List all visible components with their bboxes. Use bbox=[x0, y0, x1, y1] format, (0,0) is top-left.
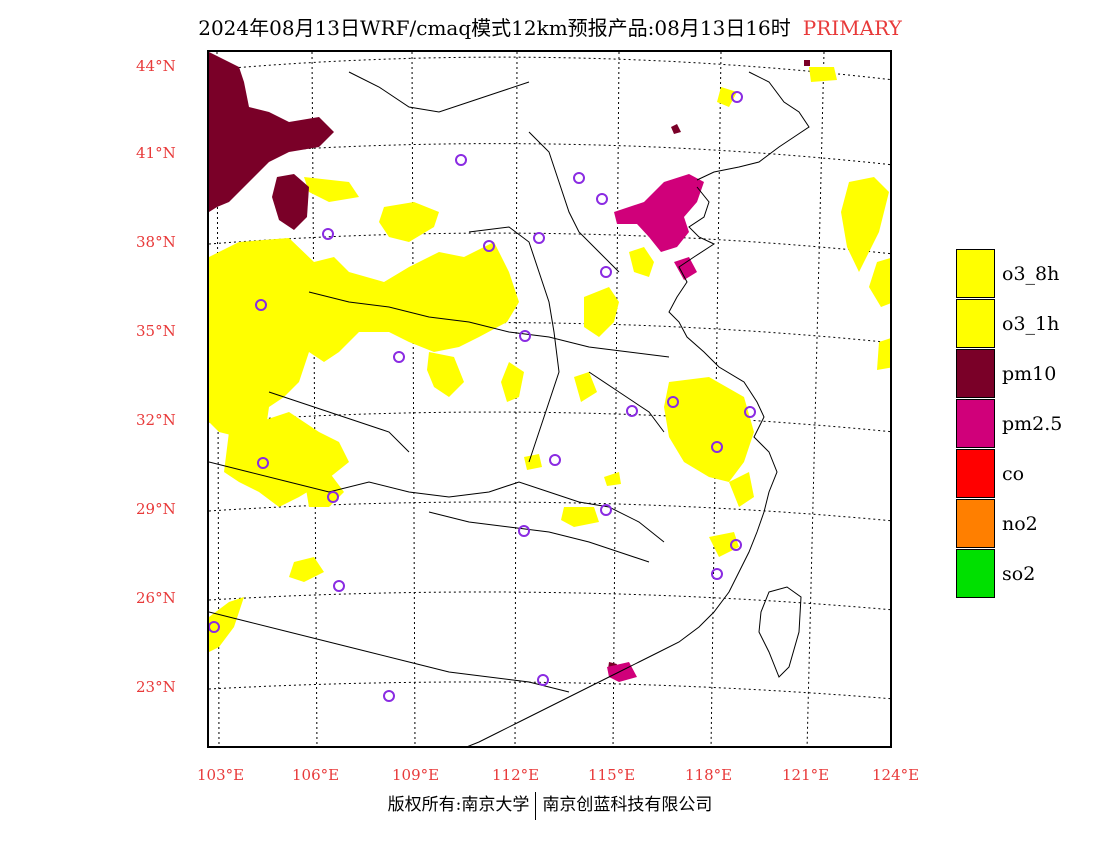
legend-label-pm25: pm2.5 bbox=[1002, 413, 1063, 435]
map-title: 2024年08月13日WRF/cmaq模式12km预报产品:08月13日16时 P… bbox=[0, 12, 1100, 41]
lat-label-26: 26°N bbox=[136, 589, 176, 607]
legend-label-so2: so2 bbox=[1002, 563, 1036, 585]
lat-label-23: 23°N bbox=[136, 678, 176, 696]
lon-label-124: 124°E bbox=[872, 766, 920, 784]
lat-label-32: 32°N bbox=[136, 411, 176, 429]
lon-label-106: 106°E bbox=[292, 766, 340, 784]
longitude-gridlines bbox=[216, 52, 825, 746]
lon-label-121: 121°E bbox=[782, 766, 830, 784]
legend-label-co: co bbox=[1002, 463, 1025, 485]
lat-label-29: 29°N bbox=[136, 500, 176, 518]
o3-regions bbox=[209, 67, 890, 652]
latitude-gridlines bbox=[209, 56, 890, 700]
legend-swatch-pm10 bbox=[956, 349, 995, 398]
boundary-lines bbox=[209, 71, 810, 746]
lat-label-38: 38°N bbox=[136, 233, 176, 251]
copyright-left: 版权所有:南京大学 bbox=[387, 795, 530, 815]
title-primary-tag: PRIMARY bbox=[802, 16, 902, 40]
station-markers bbox=[209, 91, 756, 702]
lat-label-41: 41°N bbox=[136, 144, 176, 162]
lon-label-109: 109°E bbox=[392, 766, 440, 784]
map-frame bbox=[207, 50, 892, 748]
lat-label-35: 35°N bbox=[136, 322, 176, 340]
legend-swatch-o3-1h bbox=[956, 299, 995, 348]
legend-swatch-co bbox=[956, 449, 995, 498]
legend-swatch-o3-8h bbox=[956, 249, 995, 298]
pm25-regions bbox=[607, 174, 704, 682]
lon-label-118: 118°E bbox=[685, 766, 733, 784]
lon-label-103: 103°E bbox=[197, 766, 245, 784]
copyright: 版权所有:南京大学 南京创蓝科技有限公司 bbox=[0, 790, 1100, 820]
legend-label-pm10: pm10 bbox=[1002, 363, 1057, 385]
lat-label-44: 44°N bbox=[136, 57, 176, 75]
legend-label-no2: no2 bbox=[1002, 513, 1038, 535]
legend-swatch-no2 bbox=[956, 499, 995, 548]
lon-label-112: 112°E bbox=[492, 766, 540, 784]
map-canvas bbox=[209, 52, 890, 746]
copyright-separator bbox=[535, 791, 537, 820]
legend-label-o3-1h: o3_1h bbox=[1002, 313, 1060, 335]
lon-label-115: 115°E bbox=[588, 766, 636, 784]
legend-swatch-so2 bbox=[956, 549, 995, 598]
copyright-right: 南京创蓝科技有限公司 bbox=[542, 795, 713, 815]
legend-label-o3-8h: o3_8h bbox=[1002, 263, 1060, 285]
title-main: 2024年08月13日WRF/cmaq模式12km预报产品:08月13日16时 bbox=[198, 16, 791, 40]
legend-swatch-pm25 bbox=[956, 399, 995, 448]
